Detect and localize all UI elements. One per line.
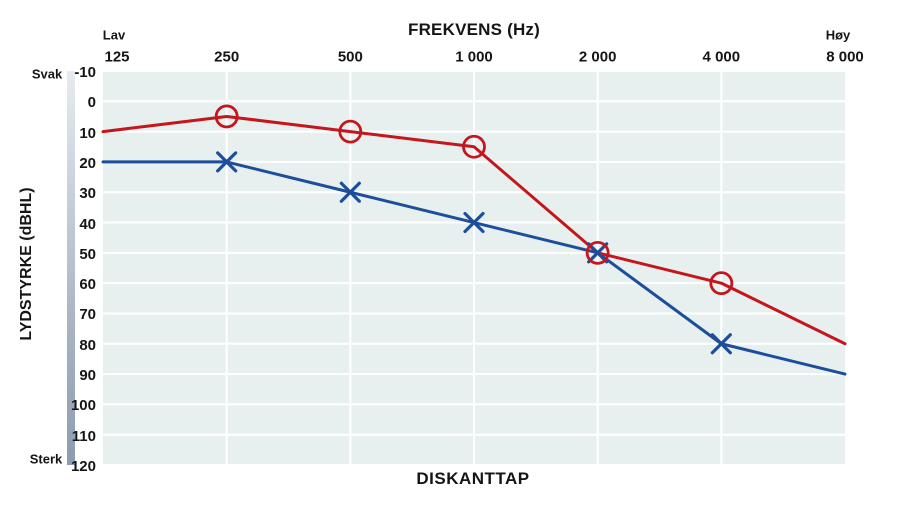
db-tick-label: 60 [79,276,96,294]
circle-marker [214,104,239,129]
x-axis-high-label: Høy [825,27,851,43]
frequency-tick-label: 1 000 [455,48,493,66]
x-series-markers [216,151,732,355]
frequency-tick-label: 8 000 [826,48,864,66]
db-tick-label: 100 [70,397,96,415]
circle-marker [709,271,734,296]
db-tick-label: 110 [71,427,96,445]
x-marker [587,242,609,264]
db-tick-label: 50 [79,245,96,263]
loudness-gradient-bar [67,71,75,465]
x-axis-low-label: Lav [102,27,126,43]
x-marker [463,211,485,234]
db-tick-label: 10 [79,124,96,142]
db-tick-label: 90 [79,367,96,385]
frequency-tick-label: 4 000 [702,48,741,66]
db-tick-label: 40 [79,215,96,233]
frequency-tick-label: 125 [104,48,130,66]
circle-marker [338,119,363,144]
db-tick-label: 20 [79,154,96,172]
db-tick-label: 30 [79,185,96,203]
x-axis-bottom-label: DISKANTTAP [416,469,530,488]
y-axis-loud-label: Sterk [29,451,63,467]
circle-series-markers [214,104,734,296]
x-marker [339,181,361,203]
y-axis-soft-label: Svak [31,66,63,82]
y-axis-title: LYDSTYRKE (dBHL) [18,187,35,341]
circle-series-line [101,114,847,346]
db-tick-label: 70 [79,306,96,324]
frequency-tick-label: 250 [214,48,240,66]
db-tick-label: -10 [74,64,96,81]
circle-marker [462,134,486,159]
db-tick-label: 120 [70,458,96,475]
frequency-tick-label: 2 000 [578,48,617,66]
chart-title: FREKVENS (Hz) [408,20,540,39]
x-marker [216,151,238,173]
db-tick-label: 0 [87,94,96,112]
frequency-tick-label: 500 [337,48,363,66]
db-tick-label: 80 [79,336,96,354]
x-marker [710,333,732,355]
circle-marker [585,240,610,265]
plot-area [101,70,847,466]
